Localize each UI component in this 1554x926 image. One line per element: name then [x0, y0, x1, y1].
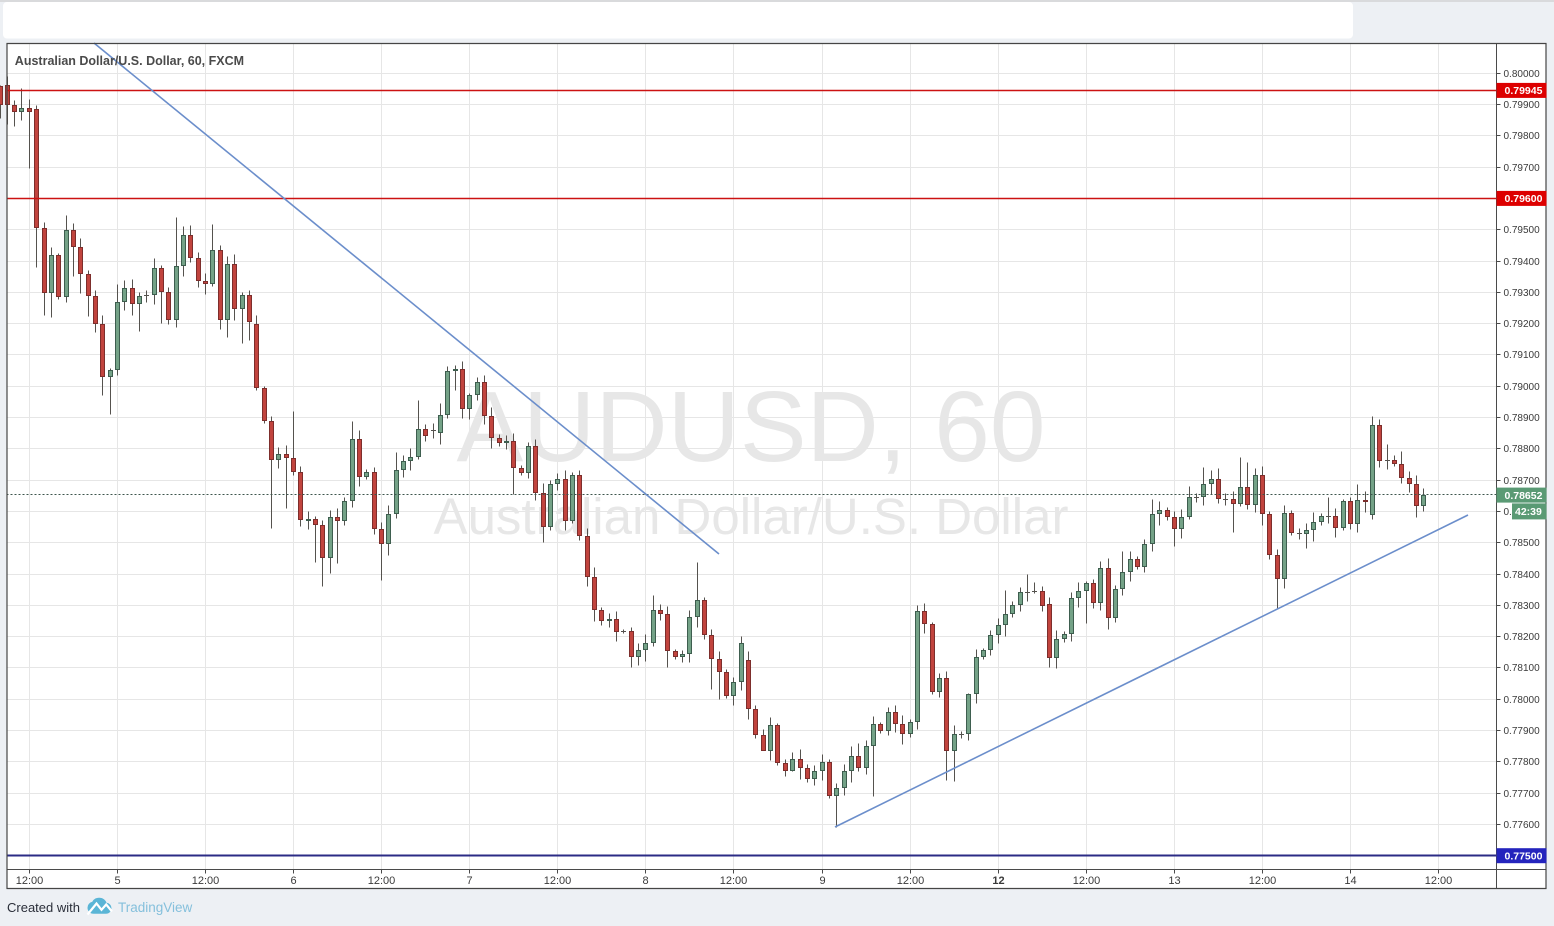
svg-text:42:39: 42:39: [1515, 506, 1542, 518]
svg-text:0.77500: 0.77500: [1505, 851, 1543, 863]
svg-text:14: 14: [1344, 875, 1356, 887]
svg-text:12:00: 12:00: [897, 875, 925, 887]
svg-text:0.80000: 0.80000: [1504, 69, 1541, 80]
svg-text:0.78500: 0.78500: [1504, 538, 1541, 549]
svg-text:TradingView: TradingView: [118, 900, 193, 915]
svg-text:13: 13: [1168, 875, 1180, 887]
svg-text:7: 7: [466, 875, 472, 887]
svg-text:12:00: 12:00: [16, 875, 44, 887]
svg-text:0.79200: 0.79200: [1504, 319, 1541, 330]
svg-text:0.79300: 0.79300: [1504, 288, 1541, 299]
svg-text:0.79500: 0.79500: [1504, 225, 1541, 236]
svg-text:0.78800: 0.78800: [1504, 444, 1541, 455]
svg-text:8: 8: [642, 875, 648, 887]
svg-text:12:00: 12:00: [720, 875, 748, 887]
svg-text:0.78400: 0.78400: [1504, 570, 1541, 581]
svg-text:0.77600: 0.77600: [1504, 820, 1541, 831]
svg-text:0.79100: 0.79100: [1504, 350, 1541, 361]
svg-text:0.79900: 0.79900: [1504, 100, 1541, 111]
svg-text:0.77800: 0.77800: [1504, 757, 1541, 768]
svg-text:12:00: 12:00: [192, 875, 220, 887]
svg-text:AUDUSD, 60: AUDUSD, 60: [456, 371, 1045, 483]
svg-text:0.78900: 0.78900: [1504, 413, 1541, 424]
svg-text:Australian Dollar/U.S. Dollar: Australian Dollar/U.S. Dollar: [434, 488, 1069, 545]
svg-text:12:00: 12:00: [1425, 875, 1453, 887]
svg-text:12:00: 12:00: [368, 875, 396, 887]
svg-text:9: 9: [819, 875, 825, 887]
svg-text:0.78200: 0.78200: [1504, 632, 1541, 643]
svg-text:0.79000: 0.79000: [1504, 382, 1541, 393]
svg-text:0.78652: 0.78652: [1505, 490, 1543, 502]
svg-text:5: 5: [114, 875, 120, 887]
svg-text:0.79400: 0.79400: [1504, 257, 1541, 268]
svg-text:Created with: Created with: [7, 900, 80, 915]
svg-text:Australian Dollar/U.S. Dollar,: Australian Dollar/U.S. Dollar, 60, FXCM: [15, 54, 244, 68]
svg-text:0.77900: 0.77900: [1504, 726, 1541, 737]
svg-text:0.77700: 0.77700: [1504, 789, 1541, 800]
svg-text:0.79700: 0.79700: [1504, 163, 1541, 174]
svg-text:6: 6: [290, 875, 296, 887]
svg-text:12:00: 12:00: [544, 875, 572, 887]
svg-text:0.78700: 0.78700: [1504, 476, 1541, 487]
svg-text:0.79945: 0.79945: [1505, 85, 1543, 97]
svg-text:0.78300: 0.78300: [1504, 601, 1541, 612]
svg-text:0.79800: 0.79800: [1504, 131, 1541, 142]
svg-text:0.78100: 0.78100: [1504, 663, 1541, 674]
svg-text:0.79600: 0.79600: [1505, 193, 1543, 205]
svg-text:0.78000: 0.78000: [1504, 695, 1541, 706]
svg-text:12:00: 12:00: [1249, 875, 1277, 887]
svg-text:12:00: 12:00: [1073, 875, 1101, 887]
svg-text:12: 12: [992, 875, 1004, 887]
